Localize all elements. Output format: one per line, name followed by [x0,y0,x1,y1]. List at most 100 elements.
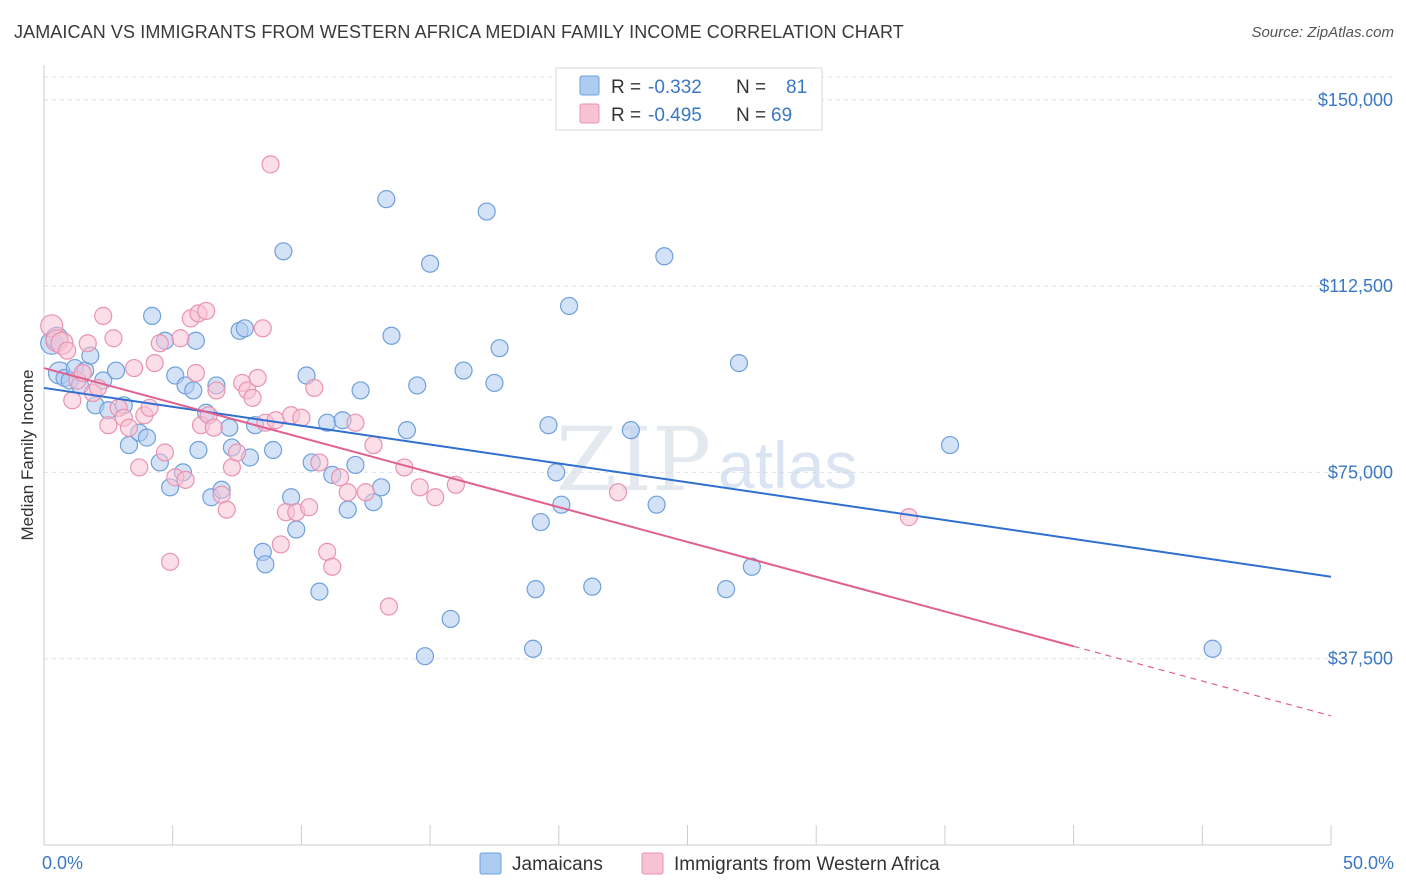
western-africa-point [310,453,329,472]
western-africa-trend-line [43,367,1074,648]
legend-n-value-2: 69 [771,105,792,126]
jamaicans-point [189,440,208,460]
western-africa-trend-line-extension [1073,645,1332,717]
jamaicans-point [547,463,566,482]
western-africa-points [40,155,918,616]
jamaicans-point [717,580,736,599]
jamaicans-point [421,254,440,273]
western-africa-point [356,483,375,502]
western-africa-point [323,557,342,576]
correlation-legend: R = -0.332 N = 81 R = -0.495 N = 69 [555,67,823,131]
jamaicans-point [274,242,293,261]
grid-lines [44,76,1394,660]
legend-r-value-1: -0.332 [648,77,702,98]
western-africa-point [338,483,357,502]
jamaicans-point [408,376,427,395]
x-tick-label-min: 0.0% [42,853,83,873]
y-axis-title: Median Family Income [18,369,37,540]
western-africa-point [171,329,190,348]
legend-swatch-western-africa [579,103,600,124]
western-africa-point [410,478,429,497]
western-africa-point [253,319,272,338]
jamaicans-point [382,326,401,345]
trend-lines [43,367,1332,717]
bottom-legend-swatch-western-africa [641,852,664,875]
western-africa-point [217,500,236,519]
western-africa-point [292,408,311,427]
western-africa-point [271,535,290,554]
jamaicans-point [338,500,357,519]
legend-box [555,67,823,131]
western-africa-point [94,306,113,325]
jamaicans-point [531,512,550,532]
jamaicans-point [346,455,365,475]
western-africa-point [899,508,918,527]
bottom-legend-label-jamaicans: Jamaicans [512,854,603,875]
western-africa-point [145,353,164,373]
western-africa-point [379,597,399,616]
jamaicans-point [477,202,496,221]
jamaicans-point [485,373,504,393]
jamaicans-point [186,331,205,350]
western-africa-point [364,435,383,455]
jamaicans-point [490,339,509,358]
western-africa-point [608,483,628,502]
western-africa-point [204,418,223,437]
source-credit: Source: ZipAtlas.com [1251,24,1394,41]
watermark: ZIP atlas [556,408,857,511]
y-tick-label: $112,500 [1319,276,1393,296]
jamaicans-point [523,639,543,658]
western-africa-point [150,334,169,353]
western-africa-point [186,363,205,383]
legend-n-label-2: N = [736,105,766,126]
legend-r-value-2: -0.495 [648,105,702,126]
western-africa-point [197,301,216,321]
jamaicans-point [552,495,571,514]
axes [43,65,1332,846]
western-africa-point [78,334,97,353]
western-africa-point [119,418,139,437]
western-africa-point [161,552,180,571]
watermark-atlas: atlas [718,428,857,502]
jamaicans-point [310,582,329,601]
jamaicans-point [143,306,162,325]
jamaicans-point [137,428,157,447]
jamaicans-point [1203,639,1222,658]
western-africa-point [305,378,324,398]
western-africa-point [99,416,118,435]
western-africa-point [130,458,149,477]
y-tick-label: $37,500 [1328,649,1393,669]
legend-r-label-2: R = [611,105,641,126]
jamaicans-point [415,647,435,666]
western-africa-point [176,470,195,489]
western-africa-point [300,498,319,517]
western-africa-point [243,388,262,407]
western-africa-point [426,488,445,507]
jamaicans-point [539,416,558,435]
jamaicans-point [397,421,417,440]
jamaicans-point [647,495,666,514]
jamaicans-point [351,381,370,400]
jamaicans-point [184,381,203,400]
jamaicans-point [441,609,460,629]
y-tick-label: $75,000 [1328,462,1393,482]
jamaicans-trend-line [43,386,1332,578]
jamaicans-point [377,190,396,209]
jamaicans-point [287,520,306,539]
jamaicans-point [729,353,749,373]
jamaicans-point [235,319,254,338]
jamaicans-point [256,555,275,574]
jamaicans-point [742,557,761,576]
legend-n-label-1: N = [736,77,766,98]
western-africa-point [227,443,247,462]
jamaicans-point [583,577,602,596]
western-africa-point [346,413,365,432]
western-africa-point [124,358,144,378]
jamaicans-point [454,361,473,380]
jamaicans-point [220,418,239,437]
bottom-legend-swatch-jamaicans [479,852,502,875]
legend-n-value-1: 81 [786,77,807,98]
bottom-legend-label-western-africa: Immigrants from Western Africa [674,854,940,875]
western-africa-point [207,381,226,400]
